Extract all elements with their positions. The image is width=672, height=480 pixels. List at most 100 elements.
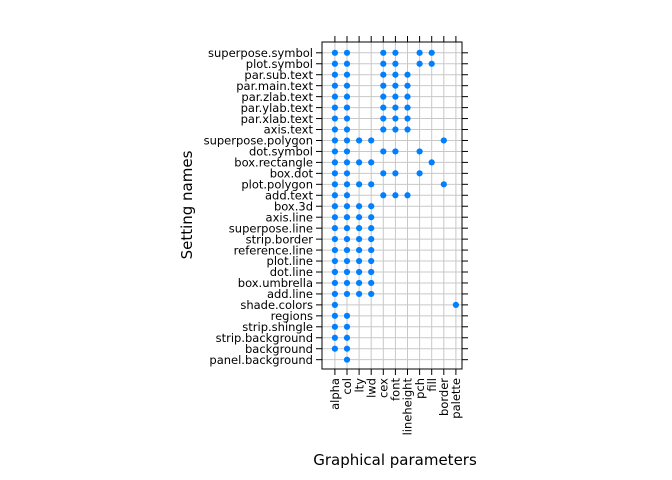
plot-panel-frame [321, 41, 463, 370]
y-tick-label: plot.symbol [246, 57, 313, 71]
data-point [428, 49, 435, 56]
x-tick-label: pch [413, 378, 427, 399]
data-point [452, 301, 459, 308]
y-tick-label: par.zlab.text [241, 90, 313, 104]
y-tick-label: add.line [267, 287, 313, 301]
data-point [343, 214, 351, 221]
data-point [356, 225, 363, 232]
y-axis-title: Setting names [178, 150, 196, 259]
data-points [331, 49, 459, 363]
data-point [368, 225, 375, 232]
data-point [356, 181, 363, 188]
data-point [343, 71, 351, 78]
data-point [331, 236, 338, 243]
y-tick-label: dot.symbol [249, 145, 313, 159]
data-point [404, 115, 411, 122]
x-tick-label: font [389, 378, 403, 401]
data-point [343, 93, 351, 100]
data-point [343, 290, 351, 298]
y-tick-label: superpose.polygon [204, 134, 313, 148]
y-tick-label: reference.line [234, 243, 313, 257]
data-point [416, 170, 423, 177]
data-point [392, 170, 399, 177]
data-point [368, 203, 375, 210]
data-point [343, 312, 351, 319]
data-point [356, 257, 363, 265]
data-point [331, 225, 338, 232]
data-point [440, 137, 447, 144]
data-point [416, 148, 423, 155]
axis-ticks [316, 36, 468, 375]
data-point [343, 279, 351, 287]
data-point [404, 192, 411, 199]
data-point [331, 60, 338, 67]
data-point [343, 137, 351, 144]
x-tick-label: col [340, 378, 354, 395]
data-point [331, 148, 338, 155]
data-point [331, 137, 338, 144]
data-point [331, 268, 338, 276]
data-point [368, 214, 375, 221]
data-point [380, 82, 387, 89]
x-axis-tick-labels: alphacolltylwdcexfontlineheightpchfillbo… [328, 378, 463, 436]
data-point [356, 159, 363, 166]
x-axis-title: Graphical parameters [313, 451, 477, 469]
data-point [392, 148, 399, 155]
data-point [331, 334, 338, 341]
data-point [392, 104, 399, 111]
data-point [343, 203, 351, 210]
y-axis-tick-labels: superpose.symbolplot.symbolpar.sub.textp… [204, 46, 314, 367]
y-tick-label: par.sub.text [244, 68, 313, 82]
data-point [380, 115, 387, 122]
data-point [331, 82, 338, 89]
x-tick-label: cex [377, 378, 391, 398]
data-point [428, 60, 435, 67]
data-point [380, 60, 387, 67]
data-point [380, 126, 387, 133]
data-point [343, 115, 351, 122]
data-point [331, 93, 338, 100]
data-point [392, 71, 399, 78]
y-tick-label: axis.text [264, 123, 314, 137]
data-point [343, 82, 351, 89]
data-point [331, 323, 338, 330]
data-point [331, 115, 338, 122]
data-point [331, 170, 338, 177]
data-point [356, 214, 363, 221]
data-point [343, 49, 351, 56]
data-point [356, 236, 363, 243]
y-tick-label: par.main.text [236, 79, 313, 93]
data-point [392, 115, 399, 122]
data-point [392, 93, 399, 100]
y-tick-label: background [245, 342, 313, 356]
data-point [331, 159, 338, 166]
data-point [331, 126, 338, 133]
data-point [331, 214, 338, 221]
data-point [428, 159, 435, 166]
y-tick-label: superpose.line [229, 221, 313, 235]
data-point [392, 49, 399, 56]
data-point [331, 257, 338, 265]
data-point [368, 181, 375, 188]
x-tick-label: border [437, 378, 451, 416]
data-point [343, 334, 351, 341]
data-point [343, 268, 351, 276]
y-tick-label: par.xlab.text [241, 112, 314, 126]
y-tick-label: plot.polygon [241, 178, 313, 192]
data-point [404, 93, 411, 100]
data-point [331, 345, 338, 352]
y-tick-label: shade.colors [240, 298, 313, 312]
data-point [356, 137, 363, 144]
y-tick-label: plot.line [267, 254, 313, 268]
data-point [368, 246, 375, 254]
data-point [343, 60, 351, 67]
data-point [368, 137, 375, 144]
data-point [343, 192, 351, 199]
data-point [343, 356, 351, 363]
data-point [392, 60, 399, 67]
y-tick-label: strip.border [246, 232, 314, 246]
y-tick-label: box.umbrella [238, 276, 313, 290]
data-point [343, 181, 351, 188]
data-point [356, 290, 363, 298]
